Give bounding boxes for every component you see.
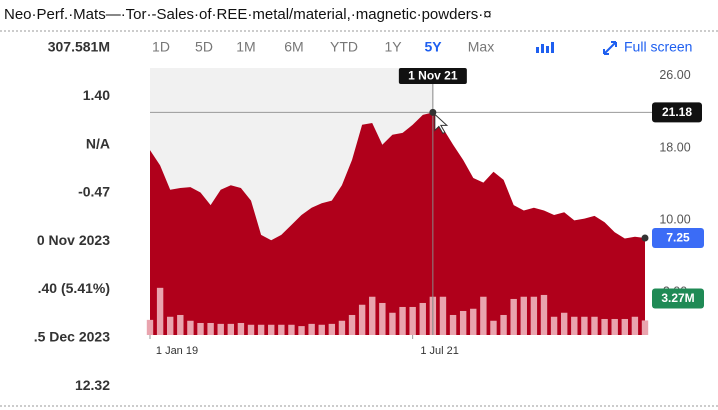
volume-bar — [631, 316, 639, 335]
chart-type-button[interactable] — [536, 42, 554, 53]
volume-bar — [369, 296, 376, 335]
range-button[interactable]: 6M — [284, 39, 303, 55]
crosshair-date-box — [398, 68, 467, 84]
x-tick-label: 1 Jan 19 — [156, 345, 198, 357]
stat-value: .5 Dec 2023 — [34, 329, 110, 345]
volume-bar — [308, 323, 315, 335]
value-label: 7.25 — [666, 231, 690, 245]
volume-bar — [399, 306, 406, 335]
volume-bar — [520, 296, 527, 335]
volume-bar — [510, 298, 517, 335]
document-title: Neo·Perf.·Mats—·Tor·-Sales·of·REE·metal/… — [4, 6, 492, 23]
volume-bar — [348, 314, 356, 335]
volume-bar — [298, 326, 305, 335]
y-tick-label: 26.00 — [659, 68, 690, 82]
volume-bar — [611, 318, 618, 335]
value-label: 3.27M — [661, 291, 694, 305]
y-tick-label: 18.00 — [659, 140, 690, 154]
range-button[interactable]: 1M — [236, 39, 255, 55]
icon-bar — [536, 47, 539, 53]
volume-bar — [227, 323, 235, 335]
range-button[interactable]: 1Y — [384, 39, 402, 55]
volume-bar — [146, 319, 154, 335]
volume-bar — [409, 306, 416, 335]
volume-bar — [560, 312, 568, 335]
volume-bar — [641, 320, 649, 335]
volume-bar — [207, 322, 214, 335]
crosshair-date: 1 Nov 21 — [408, 69, 458, 83]
volume-bar — [389, 312, 396, 335]
volume-bar — [177, 314, 184, 335]
volume-bar — [480, 296, 487, 335]
range-button[interactable]: 5Y — [424, 39, 442, 55]
icon-bar — [551, 42, 554, 53]
volume-bar — [257, 324, 265, 335]
volume-bar — [237, 322, 245, 335]
volume-bar — [187, 320, 194, 335]
volume-bar — [278, 324, 285, 335]
volume-bar — [167, 316, 174, 335]
stat-value: N/A — [86, 135, 110, 151]
volume-bar — [591, 316, 598, 335]
volume-bar — [449, 314, 457, 335]
full-screen-label[interactable]: Full screen — [624, 39, 692, 55]
mouse-cursor — [434, 113, 449, 135]
y-tick-label: 10.00 — [659, 213, 690, 227]
value-label-box — [652, 288, 704, 309]
volume-bar — [490, 320, 497, 335]
price-area — [150, 112, 645, 336]
stat-value: 307.581M — [48, 39, 110, 55]
volume-bar — [540, 294, 548, 335]
volume-bar — [459, 310, 467, 335]
range-toolbar: 1D 5D 1M 6M YTD 1Y 5Y Max — [152, 39, 494, 55]
icon-bar — [541, 44, 544, 53]
volume-bar — [550, 316, 558, 335]
stat-value: 1.40 — [83, 87, 110, 103]
crosshair-value: 21.18 — [662, 105, 692, 119]
volume-bar — [601, 318, 608, 335]
volume-bar — [530, 296, 538, 335]
volume-bar — [419, 302, 426, 335]
volume-bar — [581, 316, 588, 335]
stat-value: .40 (5.41%) — [38, 280, 110, 296]
last-point — [641, 234, 649, 242]
volume-bar — [439, 296, 447, 335]
volume-bar — [217, 323, 224, 335]
x-tick-label: 1 Jul 21 — [420, 345, 459, 357]
volume-bar — [379, 302, 386, 335]
volume-bar — [288, 324, 295, 335]
crosshair-value-box — [652, 102, 702, 123]
volume-bar — [156, 287, 164, 335]
range-button[interactable]: Max — [468, 39, 494, 55]
volume-bar — [197, 322, 204, 335]
volume-bar — [571, 316, 578, 335]
stat-value: -0.47 — [78, 184, 110, 200]
volume-bar — [338, 320, 346, 335]
range-button[interactable]: 1D — [152, 39, 170, 55]
icon-bar — [546, 46, 549, 53]
stat-value: 0 Nov 2023 — [37, 232, 110, 248]
value-label-box — [652, 228, 704, 249]
volume-bar — [358, 304, 366, 335]
volume-bar — [500, 314, 507, 335]
range-button[interactable]: 5D — [195, 39, 213, 55]
full-screen-icon — [603, 41, 617, 55]
volume-bar — [268, 324, 275, 335]
volume-bar — [328, 323, 336, 335]
volume-bar — [247, 324, 255, 335]
volume-bar — [318, 324, 325, 335]
volume-bar — [621, 318, 628, 335]
stats-column: 307.581M 1.40 N/A -0.47 0 Nov 2023 .40 (5.41%… — [34, 39, 111, 393]
full-screen-button[interactable]: Full screen — [603, 39, 692, 55]
stat-value: 12.32 — [75, 377, 110, 393]
volume-bar — [470, 308, 477, 335]
range-button[interactable]: YTD — [330, 39, 358, 55]
